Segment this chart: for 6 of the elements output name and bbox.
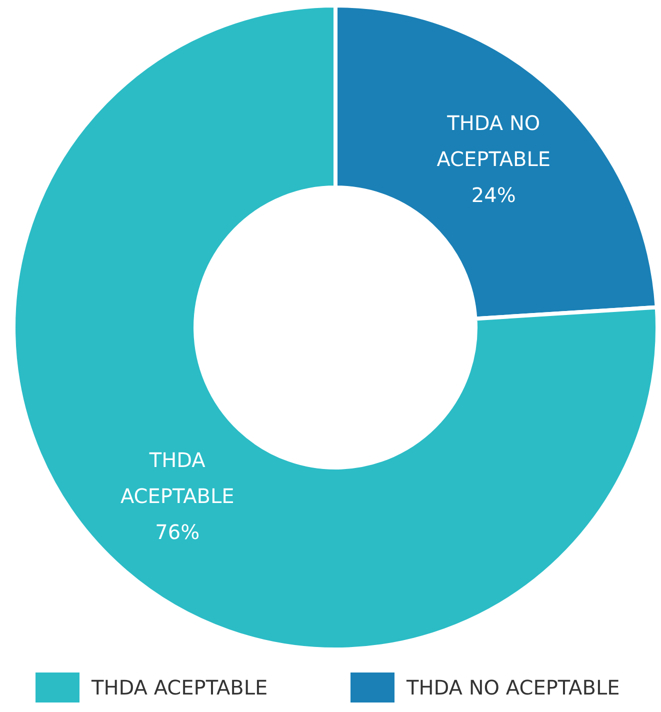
slice-label: THDA ACEPTABLE: [120, 448, 234, 508]
slice-label: THDA NO ACEPTABLE: [436, 111, 551, 172]
data-label: 76%: [155, 520, 200, 544]
legend-label: THDA ACEPTABLE: [90, 676, 268, 700]
legend-label: THDA NO ACEPTABLE: [406, 676, 620, 700]
data-label: 24%: [471, 183, 516, 208]
